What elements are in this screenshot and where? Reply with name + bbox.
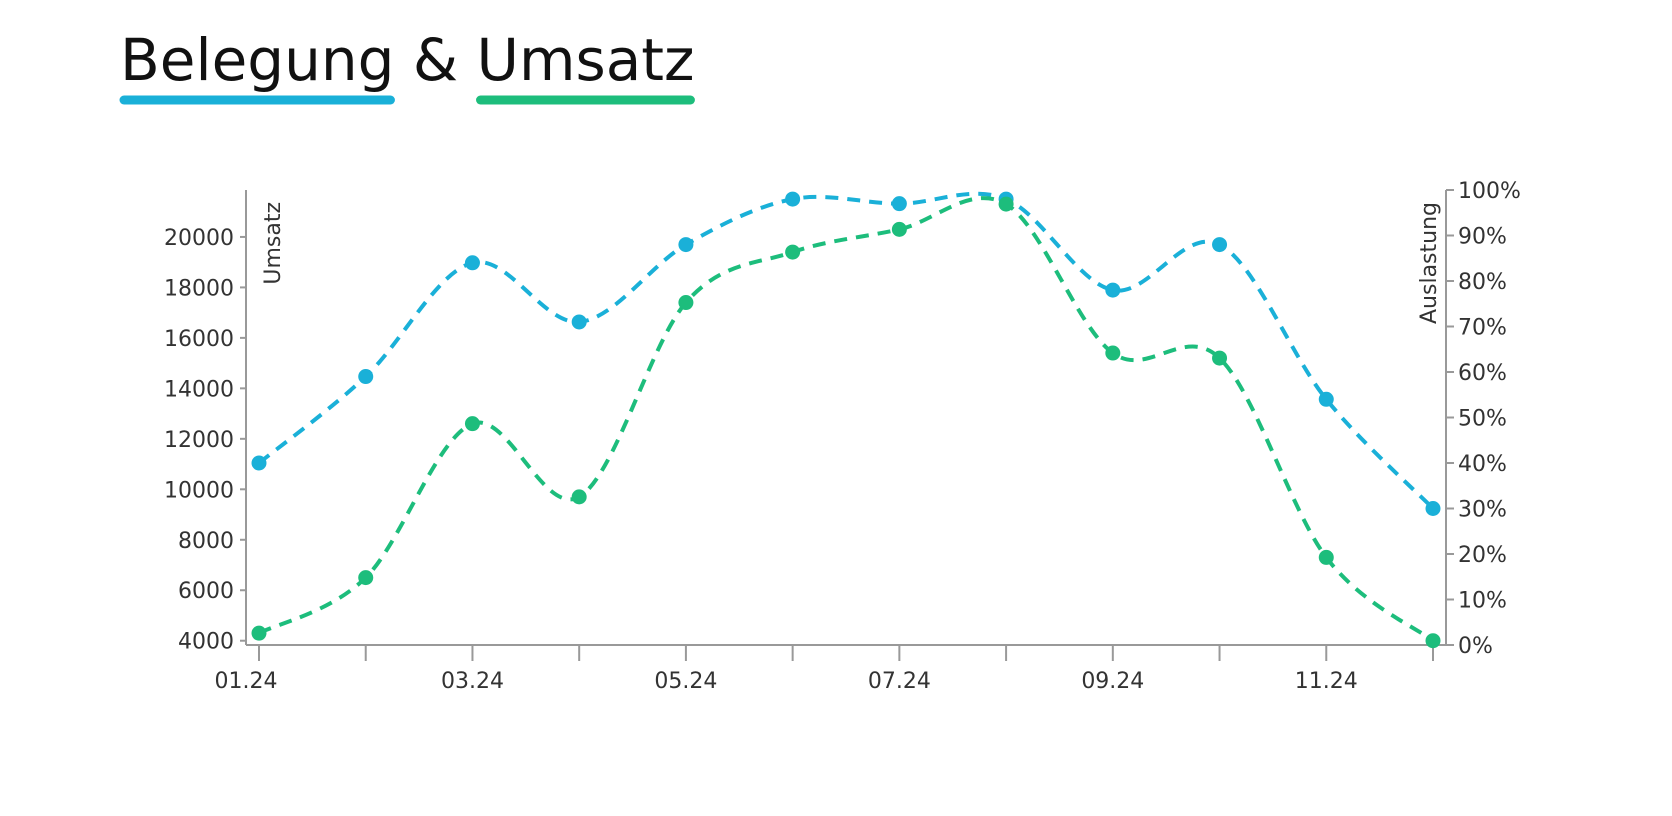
- x-tick-label: 01.24: [215, 669, 278, 694]
- y-tick-label: 20000: [164, 226, 234, 251]
- y2-tick-label: 100%: [1458, 179, 1521, 204]
- y2-tick-label: 60%: [1458, 361, 1507, 386]
- point: [1318, 549, 1334, 565]
- y-tick-label: 12000: [164, 428, 234, 453]
- y-tick-label: 16000: [164, 327, 234, 352]
- point: [358, 369, 374, 385]
- y2-tick-label: 80%: [1458, 270, 1507, 295]
- point: [251, 455, 267, 471]
- point: [464, 416, 480, 432]
- y2-axis-title: Auslastung: [1417, 202, 1442, 324]
- point: [1318, 391, 1334, 407]
- y-tick-label: 8000: [178, 529, 234, 554]
- point: [1105, 282, 1121, 298]
- x-tick-label: 09.24: [1081, 669, 1144, 694]
- series-line: [258, 196, 1435, 643]
- y2-tick-label: 50%: [1458, 407, 1507, 432]
- y2-tick-label: 20%: [1458, 543, 1507, 568]
- y2-tick-label: 90%: [1458, 225, 1507, 250]
- point: [891, 196, 907, 212]
- point: [358, 570, 374, 586]
- point: [1425, 633, 1441, 649]
- y-tick-label: 6000: [178, 579, 234, 604]
- y-axis-title: Umsatz: [261, 202, 286, 285]
- y-tick-label: 18000: [164, 276, 234, 301]
- point: [785, 244, 801, 260]
- chart-title: Belegung & Umsatz: [120, 26, 694, 94]
- point: [678, 237, 694, 253]
- y2-tick-label: 0%: [1458, 634, 1493, 659]
- point: [891, 221, 907, 237]
- point: [785, 191, 801, 207]
- point: [1212, 237, 1228, 253]
- x-tick-label: 07.24: [868, 669, 931, 694]
- point: [571, 489, 587, 505]
- point: [464, 255, 480, 271]
- point: [251, 625, 267, 641]
- point: [1105, 345, 1121, 361]
- point: [1212, 350, 1228, 366]
- y2-tick-label: 30%: [1458, 498, 1507, 523]
- point: [1425, 501, 1441, 516]
- x-tick-label: 05.24: [654, 669, 717, 694]
- y2-tick-label: 10%: [1458, 589, 1507, 614]
- x-tick-label: 11.24: [1295, 669, 1358, 694]
- series-line: [257, 191, 1435, 510]
- x-tick-label: 03.24: [441, 669, 504, 694]
- point: [678, 295, 694, 311]
- point: [998, 196, 1014, 212]
- point: [571, 314, 587, 330]
- y2-tick-label: 40%: [1458, 452, 1507, 477]
- y2-tick-label: 70%: [1458, 316, 1507, 341]
- y-tick-label: 14000: [164, 377, 234, 402]
- y-tick-label: 10000: [164, 478, 234, 503]
- y-tick-label: 4000: [178, 630, 234, 655]
